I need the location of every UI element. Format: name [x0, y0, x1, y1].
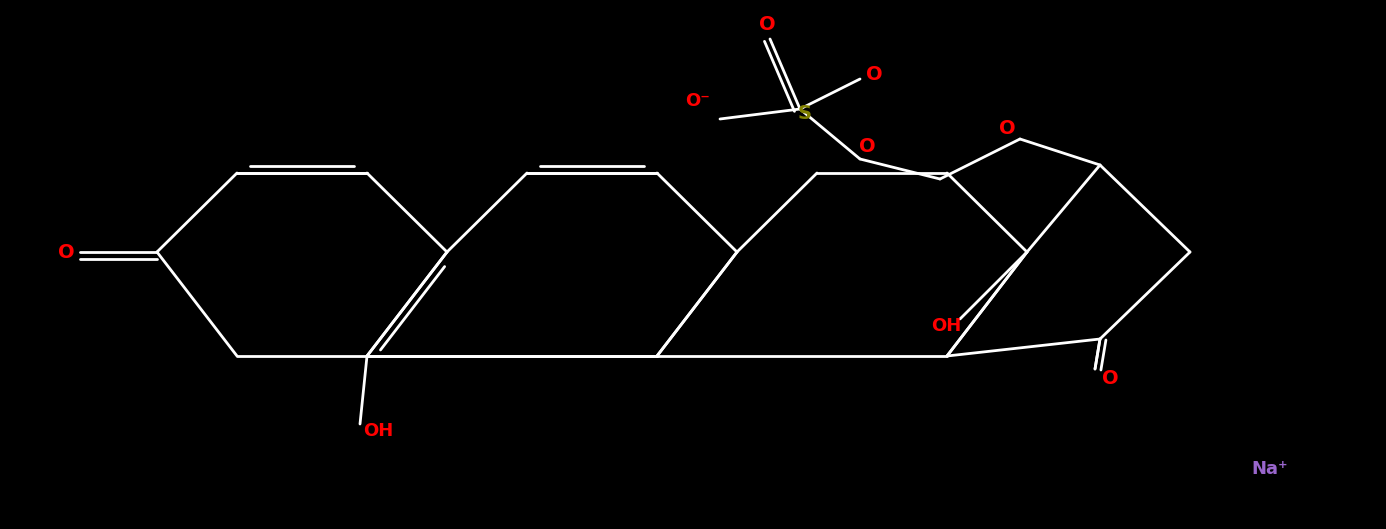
Text: OH: OH — [363, 422, 394, 440]
Text: O: O — [758, 15, 775, 34]
Text: OH: OH — [931, 317, 960, 335]
Text: O: O — [58, 242, 75, 261]
Text: O: O — [859, 138, 876, 157]
Text: O⁻: O⁻ — [686, 92, 711, 110]
Text: S: S — [798, 105, 812, 123]
Text: O: O — [866, 65, 883, 84]
Text: O: O — [1102, 369, 1119, 388]
Text: Na⁺: Na⁺ — [1252, 460, 1289, 478]
Text: O: O — [999, 120, 1016, 139]
